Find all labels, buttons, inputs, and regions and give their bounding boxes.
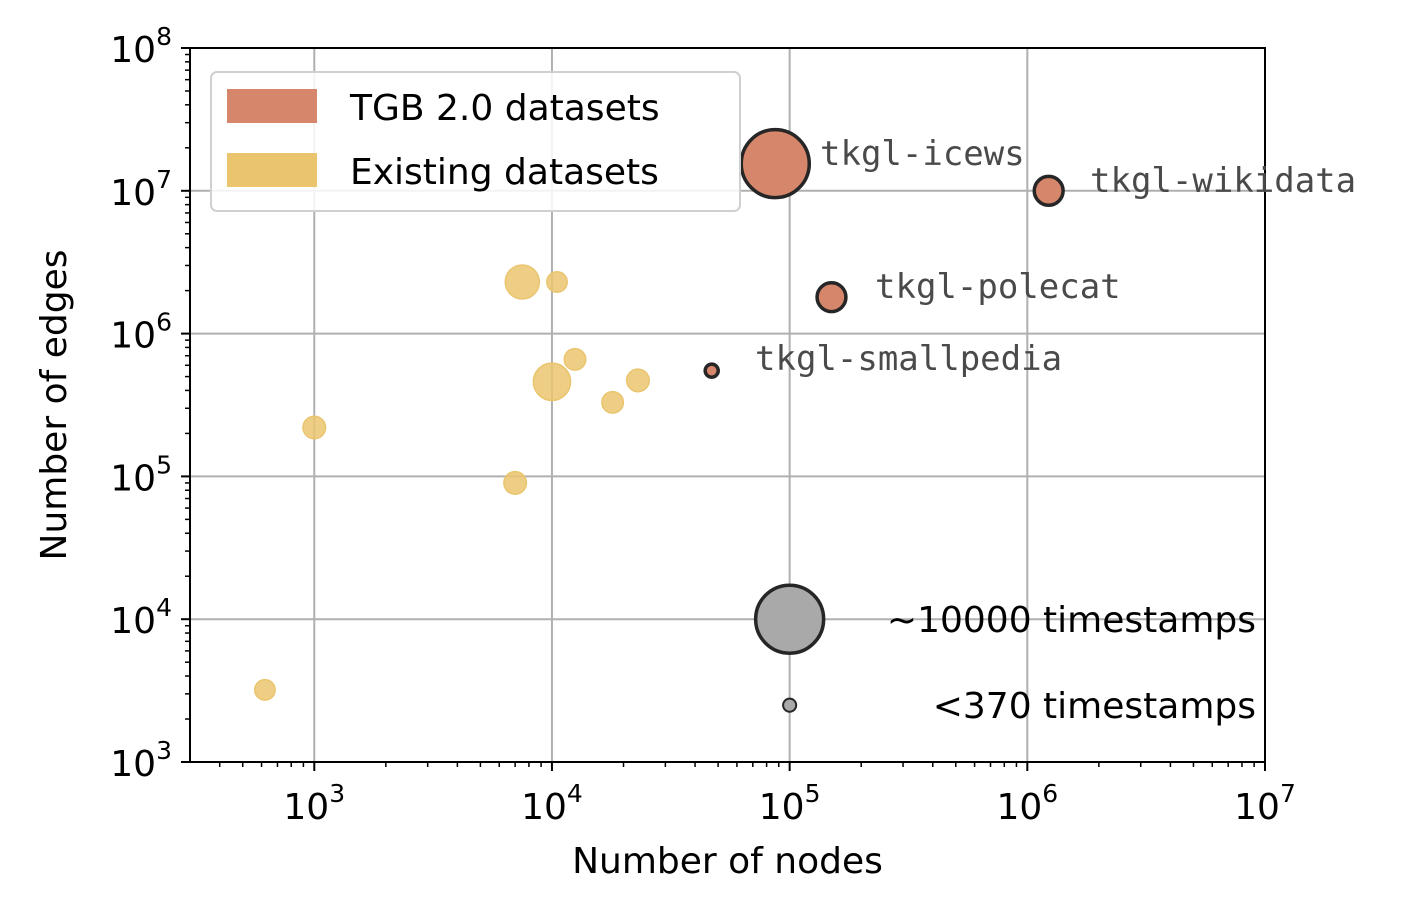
size-legend-label: <370 timestamps [933,686,1256,727]
x-tick-label: 106 [996,779,1058,828]
existing-dataset-point [253,678,276,701]
tgb-dataset-point [703,362,720,379]
point-label: tkgl-icews [820,134,1025,174]
data-points [253,127,1065,701]
tgb-dataset-point [1032,174,1065,207]
existing-dataset-point [302,415,327,440]
y-tick-label: 108 [110,22,172,71]
existing-dataset-point [546,270,568,293]
tgb-dataset-point [739,127,812,200]
y-tick-label: 105 [110,450,172,499]
point-label: tkgl-smallpedia [755,339,1062,379]
y-tick-label: 103 [110,736,172,785]
legend-label: Existing datasets [350,152,659,193]
tgb-dataset-point [815,280,848,314]
existing-dataset-point [563,347,587,371]
size-legend-marker [753,583,826,655]
size-legend-marker [782,697,798,713]
y-tick-label: 106 [110,308,172,357]
y-axis-title: Number of edges [34,250,75,561]
legend-label: TGB 2.0 datasets [349,88,660,129]
point-label: tkgl-polecat [875,267,1121,307]
x-tick-label: 107 [1234,779,1296,828]
existing-dataset-point [503,470,528,495]
existing-dataset-point [625,368,650,393]
y-tick-label: 107 [110,165,172,214]
point-label: tkgl-wikidata [1090,161,1356,201]
legend-swatch [227,89,317,123]
existing-dataset-point [532,362,572,402]
size-legend: ~10000 timestamps <370 timestamps [753,583,1256,727]
y-tick-label: 104 [110,593,172,642]
x-axis-tick-labels: 103 104 105 106 107 [283,779,1295,828]
x-tick-label: 103 [283,779,345,828]
size-legend-label: ~10000 timestamps [887,600,1256,641]
legend: TGB 2.0 datasets Existing datasets [210,71,741,212]
legend-box [210,71,741,212]
legend-swatch [227,153,317,187]
plot-frame [189,47,1266,763]
y-axis-tick-labels: 103 104 105 106 107 108 [110,22,172,785]
existing-dataset-point [601,390,625,414]
x-tick-label: 105 [759,779,821,828]
major-ticks [181,47,1266,771]
x-axis-title: Number of nodes [572,841,883,882]
x-tick-label: 104 [521,779,583,828]
point-labels: tkgl-icews tkgl-wikidata tkgl-polecat tkgl-… [755,134,1356,379]
existing-dataset-point [504,264,541,300]
